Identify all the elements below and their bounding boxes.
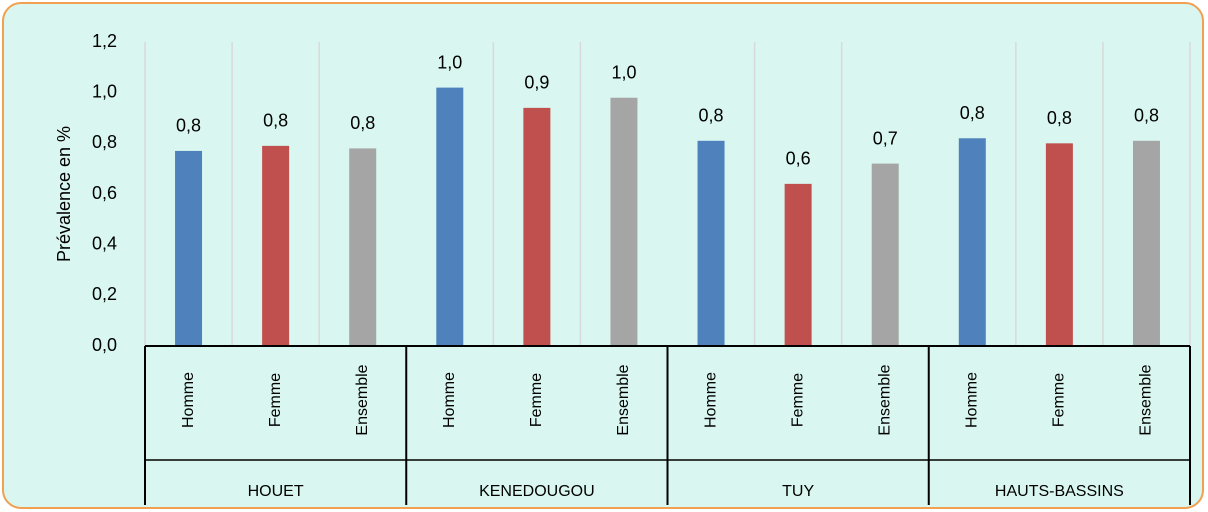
y-tick-label: 0,2 — [92, 284, 117, 304]
y-axis-title: Prévalence en % — [54, 126, 74, 262]
bar — [349, 148, 377, 346]
x-tick-label: Homme — [441, 372, 458, 428]
value-label: 0,8 — [176, 116, 201, 136]
x-tick-label: Femme — [789, 373, 806, 427]
x-tick-label: Homme — [180, 372, 197, 428]
x-tick-label: Homme — [702, 372, 719, 428]
value-label: 0,8 — [350, 113, 375, 133]
y-tick-label: 0,8 — [92, 132, 117, 152]
x-tick-label: Ensemble — [1138, 364, 1155, 435]
bar — [1132, 140, 1160, 346]
y-tick-label: 0,6 — [92, 183, 117, 203]
x-tick-label: Femme — [528, 373, 545, 427]
x-tick-label: Femme — [1051, 373, 1068, 427]
value-label: 0,8 — [699, 106, 724, 126]
bar — [523, 107, 551, 346]
bar — [958, 138, 986, 346]
bar — [610, 97, 638, 346]
x-tick-label: Homme — [964, 372, 981, 428]
x-tick-label: Ensemble — [354, 364, 371, 435]
value-label: 0,8 — [1134, 106, 1159, 126]
value-label: 0,6 — [786, 149, 811, 169]
value-label: 0,8 — [263, 111, 288, 131]
y-tick-label: 1,0 — [92, 81, 117, 101]
group-label: HOUET — [248, 483, 304, 500]
value-label: 0,8 — [960, 103, 985, 123]
group-label: KENEDOUGOU — [479, 483, 595, 500]
value-label: 0,8 — [1047, 108, 1072, 128]
bar — [262, 145, 290, 346]
bar — [697, 140, 725, 346]
x-tick-label: Ensemble — [876, 364, 893, 435]
y-tick-label: 0,0 — [92, 335, 117, 355]
y-tick-label: 1,2 — [92, 31, 117, 51]
bar — [1045, 143, 1073, 346]
bar — [175, 150, 203, 346]
x-tick-label: Ensemble — [615, 364, 632, 435]
x-tick-label: Femme — [267, 373, 284, 427]
value-label: 0,7 — [873, 128, 898, 148]
value-label: 1,0 — [437, 52, 462, 72]
bar — [871, 163, 899, 346]
value-label: 1,0 — [611, 62, 636, 82]
group-label: TUY — [782, 483, 814, 500]
group-label: HAUTS-BASSINS — [995, 483, 1124, 500]
y-tick-label: 0,4 — [92, 233, 117, 253]
bar — [436, 87, 464, 346]
value-label: 0,9 — [524, 73, 549, 93]
bar — [784, 183, 812, 346]
